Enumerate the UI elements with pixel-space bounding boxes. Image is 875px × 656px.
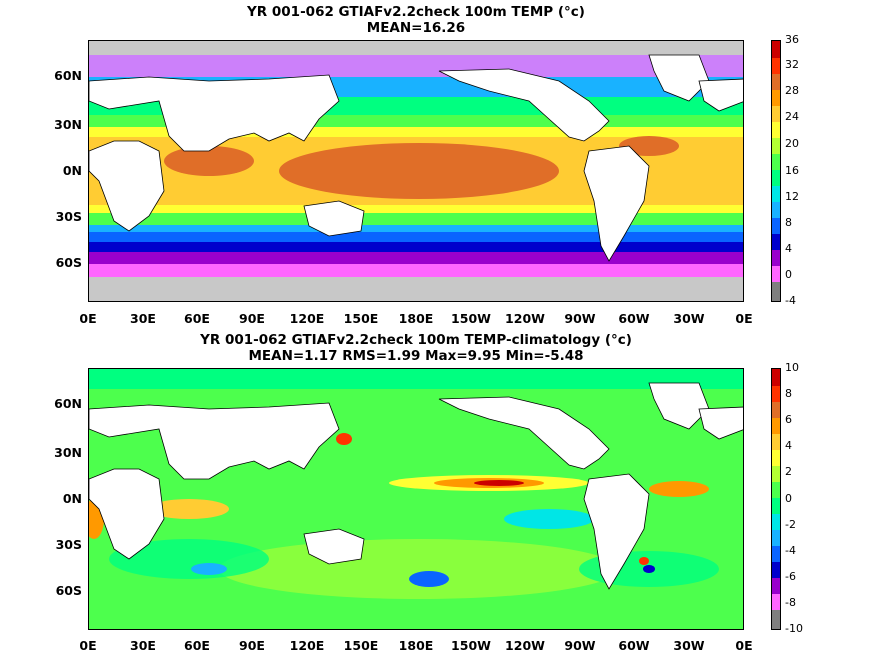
panel2-lon-label: 120E bbox=[289, 638, 325, 653]
panel1-lon-label: 0E bbox=[735, 311, 753, 326]
panel2-map bbox=[88, 368, 744, 630]
panel2-lat-label: 60S bbox=[55, 583, 82, 598]
panel2-lat-label: 30N bbox=[54, 445, 82, 460]
panel1-lon-label: 90W bbox=[564, 311, 596, 326]
panel2-lon-label: 0E bbox=[735, 638, 753, 653]
panel2-colorbar bbox=[771, 368, 781, 630]
panel1-cb-tick: 4 bbox=[785, 242, 792, 255]
panel1-lon-label: 60W bbox=[618, 311, 650, 326]
panel1-lon-label: 60E bbox=[184, 311, 210, 326]
panel2-lon-label: 30E bbox=[130, 638, 156, 653]
panel1-lon-label: 120W bbox=[505, 311, 545, 326]
panel1-subtitle: MEAN=16.26 bbox=[366, 20, 466, 36]
panel1-lon-label: 0E bbox=[79, 311, 97, 326]
panel1-lon-label: 30W bbox=[673, 311, 705, 326]
panel1-cb-tick: 16 bbox=[785, 164, 799, 177]
panel1-title: YR 001-062 GTIAFv2.2check 100m TEMP (°c) bbox=[247, 4, 585, 20]
panel2-cb-tick: -6 bbox=[785, 570, 796, 583]
panel1-lat-label: 30S bbox=[55, 209, 82, 224]
panel1-cb-tick: 36 bbox=[785, 33, 799, 46]
panel2-lon-label: 90W bbox=[564, 638, 596, 653]
panel1-map bbox=[88, 40, 744, 302]
panel2-cb-tick: -4 bbox=[785, 544, 796, 557]
panel2-cb-tick: -2 bbox=[785, 518, 796, 531]
panel2-lat-label: 60N bbox=[54, 396, 82, 411]
panel2-cb-tick: 2 bbox=[785, 465, 792, 478]
panel2-cb-tick: -10 bbox=[785, 622, 803, 635]
panel1-lat-label: 30N bbox=[54, 117, 82, 132]
panel2-title: YR 001-062 GTIAFv2.2check 100m TEMP-clim… bbox=[200, 332, 632, 348]
panel2-cb-tick: 4 bbox=[785, 439, 792, 452]
panel2-lon-label: 60W bbox=[618, 638, 650, 653]
panel2-cb-tick: -8 bbox=[785, 596, 796, 609]
panel1-cb-tick: 8 bbox=[785, 216, 792, 229]
panel2-lon-label: 150E bbox=[343, 638, 379, 653]
panel2-lat-label: 30S bbox=[55, 537, 82, 552]
panel1-lon-label: 180E bbox=[398, 311, 434, 326]
panel2-cb-tick: 0 bbox=[785, 492, 792, 505]
panel2-lon-label: 0E bbox=[79, 638, 97, 653]
panel1-lon-label: 120E bbox=[289, 311, 325, 326]
panel1-cb-tick: 28 bbox=[785, 84, 799, 97]
panel1-cb-tick: -4 bbox=[785, 294, 796, 307]
panel2-lon-label: 30W bbox=[673, 638, 705, 653]
panel1-lat-label: 0N bbox=[62, 163, 82, 178]
panel1-lat-label: 60S bbox=[55, 255, 82, 270]
panel1-cb-tick: 32 bbox=[785, 58, 799, 71]
panel1-cb-tick: 0 bbox=[785, 268, 792, 281]
panel1-lon-label: 90E bbox=[239, 311, 265, 326]
panel1-lat-label: 60N bbox=[54, 68, 82, 83]
panel2-lon-label: 90E bbox=[239, 638, 265, 653]
panel2-lon-label: 150W bbox=[451, 638, 491, 653]
panel1-lon-label: 150E bbox=[343, 311, 379, 326]
panel1-cb-tick: 20 bbox=[785, 137, 799, 150]
panel2-lon-label: 120W bbox=[505, 638, 545, 653]
panel2-lon-label: 180E bbox=[398, 638, 434, 653]
panel1-lon-label: 30E bbox=[130, 311, 156, 326]
panel2-subtitle: MEAN=1.17 RMS=1.99 Max=9.95 Min=-5.48 bbox=[248, 348, 584, 364]
panel2-cb-tick: 6 bbox=[785, 413, 792, 426]
panel2-lon-label: 60E bbox=[184, 638, 210, 653]
panel2-cb-tick: 8 bbox=[785, 387, 792, 400]
panel1-cb-tick: 24 bbox=[785, 110, 799, 123]
panel1-lon-label: 150W bbox=[451, 311, 491, 326]
panel1-cb-tick: 12 bbox=[785, 190, 799, 203]
panel2-lat-label: 0N bbox=[62, 491, 82, 506]
panel2-cb-tick: 10 bbox=[785, 361, 799, 374]
panel1-colorbar bbox=[771, 40, 781, 302]
